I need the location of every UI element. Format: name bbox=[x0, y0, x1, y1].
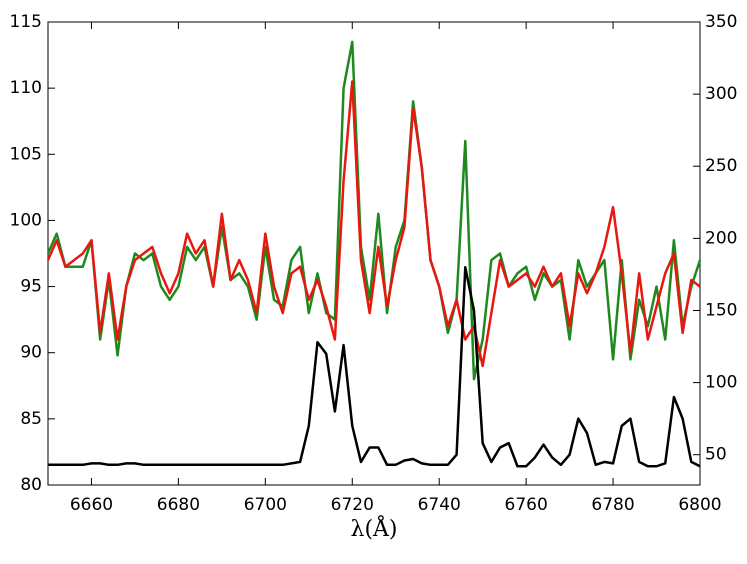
x-tick-label: 6740 bbox=[418, 495, 461, 515]
x-axis-label: λ(Å) bbox=[351, 514, 398, 542]
series-line bbox=[48, 265, 701, 468]
y2-tick-label: 350 bbox=[705, 12, 737, 32]
x-tick-label: 6700 bbox=[244, 495, 287, 515]
x-tick-label: 6780 bbox=[591, 495, 634, 515]
y2-tick-label: 300 bbox=[705, 84, 737, 104]
x-tick-label: 6760 bbox=[505, 495, 548, 515]
y2-tick-label: 200 bbox=[705, 228, 737, 248]
x-tick-label: 6800 bbox=[678, 495, 721, 515]
y-tick-label: 80 bbox=[20, 475, 42, 495]
y-tick-label: 115 bbox=[10, 12, 42, 32]
x-tick-label: 6660 bbox=[70, 495, 113, 515]
series-line bbox=[46, 80, 701, 368]
y-tick-label: 110 bbox=[10, 78, 42, 98]
y2-tick-label: 50 bbox=[705, 445, 727, 465]
y-tick-label: 85 bbox=[20, 409, 42, 429]
y-tick-label: 100 bbox=[10, 210, 42, 230]
x-tick-label: 6680 bbox=[157, 495, 200, 515]
y2-tick-label: 250 bbox=[705, 156, 737, 176]
series-line bbox=[46, 40, 702, 381]
y-tick-label: 90 bbox=[20, 343, 42, 363]
x-tick-label: 6720 bbox=[331, 495, 374, 515]
y2-tick-label: 100 bbox=[705, 373, 737, 393]
y2-tick-label: 150 bbox=[705, 300, 737, 320]
y-tick-label: 95 bbox=[20, 277, 42, 297]
y-tick-label: 105 bbox=[10, 144, 42, 164]
